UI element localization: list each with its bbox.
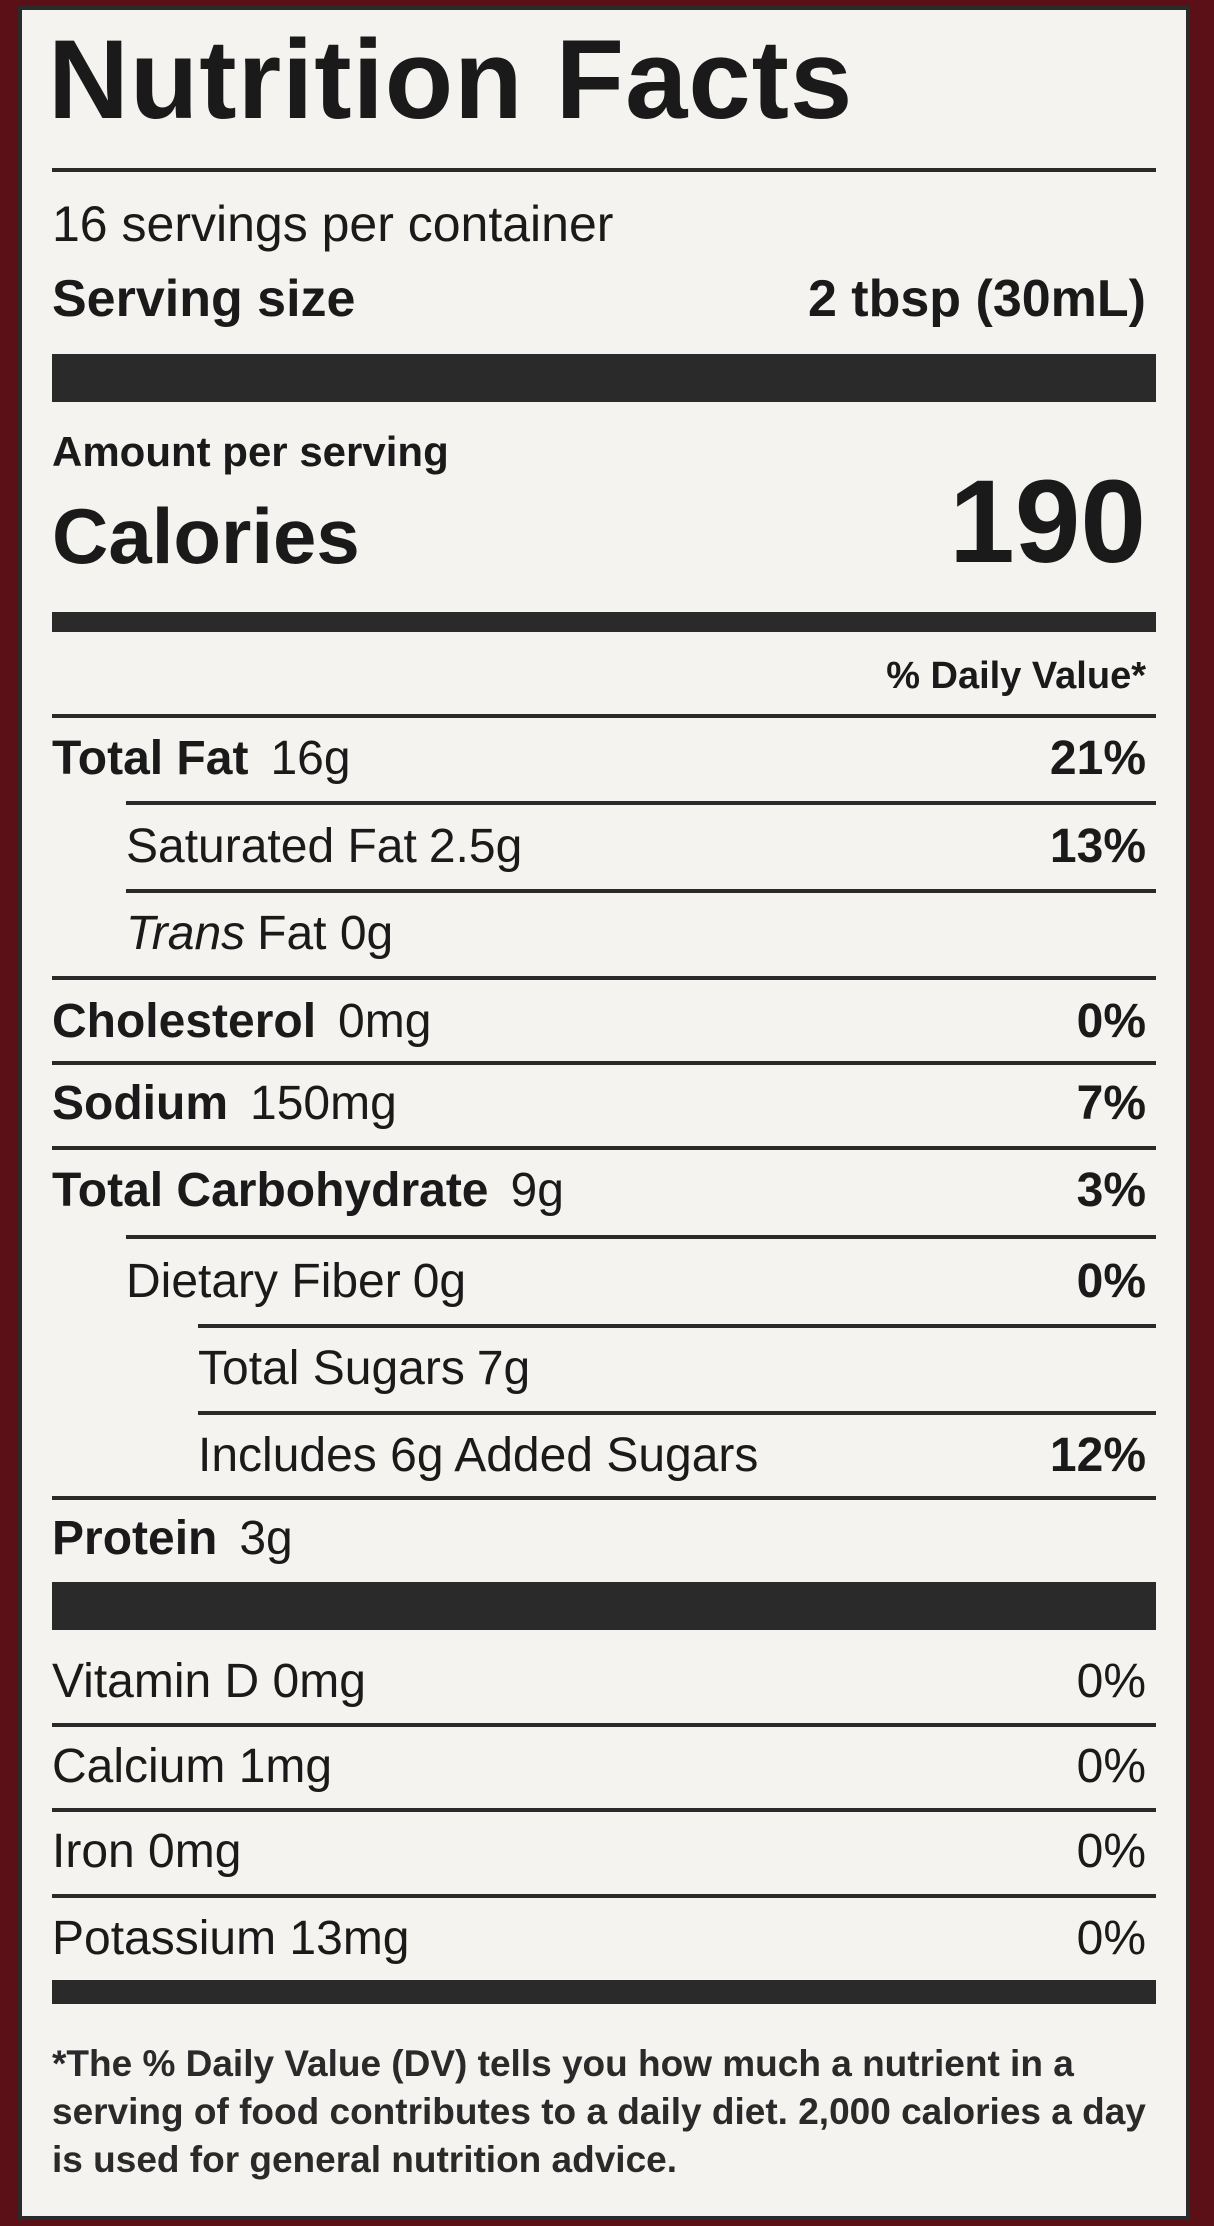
rule — [52, 1893, 1156, 1898]
vitamin-daily-value: 0% — [1076, 1912, 1146, 1965]
rule — [52, 1061, 1156, 1065]
nutrient-amount: 7g — [476, 1342, 531, 1395]
rule — [52, 1145, 1156, 1150]
nutrient-row: Dietary Fiber 0g — [126, 1258, 466, 1306]
vitamin-daily-value: 0% — [1076, 1655, 1146, 1708]
amount-per-serving: Amount per serving — [52, 428, 449, 475]
rule — [52, 976, 1156, 980]
nutrient-row: Saturated Fat 2.5g — [126, 823, 522, 871]
nutrient-row: Total Sugars 7g — [198, 1345, 530, 1393]
rule — [52, 1722, 1156, 1727]
nutrient-label: Protein — [52, 1512, 218, 1565]
nutrient-row: Trans Fat 0g — [126, 910, 393, 958]
nutrient-amount: 3g — [239, 1512, 293, 1565]
daily-value: 0% — [1076, 1255, 1146, 1308]
daily-value: 12% — [1049, 1429, 1146, 1482]
thick-bar — [52, 1582, 1156, 1630]
rule — [198, 1410, 1156, 1415]
rule — [126, 801, 1156, 805]
nutrient-amount: 2.5g — [428, 820, 523, 873]
vitamin-label: Iron 0mg — [52, 1825, 242, 1878]
nutrient-label: Cholesterol — [52, 995, 317, 1048]
nutrition-label: Nutrition Facts 16 servings per containe… — [18, 6, 1190, 2220]
daily-value: 13% — [1049, 820, 1146, 873]
nutrient-label: Total Sugars — [198, 1342, 465, 1395]
medium-bar — [52, 612, 1156, 632]
daily-value: 7% — [1076, 1077, 1146, 1130]
calories-value: 190 — [949, 456, 1146, 588]
nutrient-row: Total Carbohydrate 9g — [52, 1167, 564, 1215]
title: Nutrition Facts — [48, 17, 854, 142]
nutrient-row: Total Fat 16g — [52, 735, 351, 783]
rule — [198, 1323, 1156, 1328]
nutrient-label: Saturated Fat — [126, 820, 417, 873]
vitamin-label: Vitamin D 0mg — [52, 1655, 366, 1708]
nutrient-amount: 9g — [510, 1164, 564, 1217]
nutrient-label: Total Fat — [52, 732, 249, 785]
vitamin-label: Potassium 13mg — [52, 1912, 410, 1965]
nutrient-row: Includes 6g Added Sugars — [198, 1432, 758, 1480]
vitamin-daily-value: 0% — [1076, 1740, 1146, 1793]
nutrient-amount: 16g — [270, 732, 351, 785]
nutrient-label: Sodium — [52, 1077, 228, 1130]
nutrient-row: Cholesterol 0mg — [52, 998, 431, 1046]
nutrient-label: Includes 6g Added Sugars — [198, 1429, 759, 1482]
rule — [126, 888, 1156, 893]
nutrient-label: Trans — [126, 907, 246, 960]
nutrient-amount: 150mg — [250, 1077, 397, 1130]
rule — [52, 1495, 1156, 1500]
daily-value-header: % Daily Value* — [886, 655, 1146, 697]
rule — [126, 1234, 1156, 1239]
nutrient-amount: Fat 0g — [257, 907, 394, 960]
nutrient-row: Sodium 150mg — [52, 1080, 397, 1128]
thick-bar — [52, 1980, 1156, 2004]
daily-value: 21% — [1049, 732, 1146, 785]
footnote: *The % Daily Value (DV) tells you how mu… — [52, 2043, 1146, 2180]
vitamin-label: Calcium 1mg — [52, 1740, 333, 1793]
daily-value: 3% — [1076, 1164, 1146, 1217]
serving-size-label: Serving size — [52, 270, 356, 328]
nutrient-label: Total Carbohydrate — [52, 1164, 489, 1217]
serving-size: 2 tbsp (30mL) — [807, 270, 1146, 328]
servings: 16 servings per container — [52, 196, 614, 252]
nutrient-amount: 0mg — [338, 995, 432, 1048]
nutrient-label: Dietary Fiber — [126, 1255, 401, 1308]
rule — [52, 714, 1156, 718]
rule — [52, 168, 1156, 172]
nutrient-amount: 0g — [412, 1255, 467, 1308]
vitamin-daily-value: 0% — [1076, 1825, 1146, 1878]
rule — [52, 1807, 1156, 1812]
daily-value: 0% — [1076, 995, 1146, 1048]
nutrient-row: Protein 3g — [52, 1515, 293, 1563]
calories-label: Calories — [52, 492, 360, 580]
thick-bar — [52, 354, 1156, 402]
